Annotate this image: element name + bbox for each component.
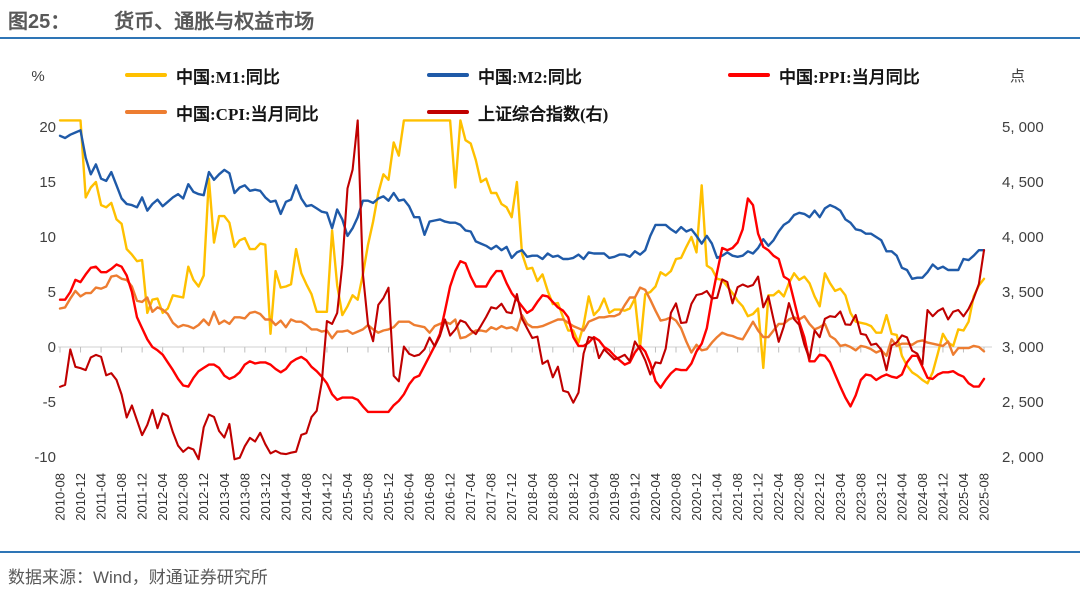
legend-swatch-m2-icon [427,73,469,77]
x-tick-label: 2012-12 [196,473,211,521]
x-tick-label: 2022-04 [771,473,786,521]
y-right-tick-label: 2, 000 [1002,449,1044,466]
source-note: 数据来源：Wind，财通证券研究所 [8,568,268,587]
series-line-0 [58,119,986,385]
x-tick-label: 2013-04 [217,473,232,521]
x-tick-label: 2021-08 [730,473,745,521]
y-left-tick-label: 5 [48,284,56,301]
x-tick-label: 2019-12 [627,473,642,521]
legend-label-ppi: 中国:PPI:当月同比 [779,67,920,87]
x-tick-label: 2017-08 [484,473,499,521]
legend-label-cpi: 中国:CPI:当月同比 [176,104,319,124]
y-left-tick-label: -5 [43,394,56,411]
x-tick-label: 2025-08 [977,473,992,521]
legend-label-m2: 中国:M2:同比 [478,67,582,87]
legend-label-m1: 中国:M1:同比 [176,67,280,87]
x-tick-label: 2020-12 [689,473,704,521]
x-tick-label: 2021-12 [751,473,766,521]
x-tick-label: 2020-08 [669,473,684,521]
y-left-tick-label: 10 [39,229,56,246]
x-tick-label: 2010-08 [53,473,68,521]
y-right-axis-unit: 点 [1010,68,1025,85]
x-tick-label: 2016-08 [422,473,437,521]
series-line-2 [58,197,986,414]
legend-item-m2: 中国:M2:同比 [427,64,582,87]
figure-title-row: 图25： 货币、通胀与权益市场 [8,5,314,34]
legend-label-sse: 上证综合指数(右) [478,104,609,124]
y-left-tick-label: 20 [39,119,56,136]
x-tick-label: 2023-12 [874,473,889,521]
y-right-tick-label: 5, 000 [1002,119,1044,136]
x-tick-label: 2013-08 [237,473,252,521]
y-right-tick-label: 4, 000 [1002,229,1044,246]
x-tick-label: 2012-04 [155,473,170,521]
y-left-tick-label: 15 [39,174,56,191]
x-tick-label: 2022-12 [812,473,827,521]
series-line-4 [58,119,986,461]
legend-item-sse: 上证综合指数(右) [427,101,609,124]
x-tick-label: 2016-12 [443,473,458,521]
x-tick-label: 2019-08 [607,473,622,521]
y-left-tick-label: -10 [34,449,56,466]
x-tick-label: 2018-04 [525,473,540,521]
x-tick-label: 2025-04 [956,473,971,521]
x-tick-label: 2017-04 [463,473,478,521]
y-right-tick-label: 3, 000 [1002,339,1044,356]
x-tick-label: 2012-08 [176,473,191,521]
x-tick-label: 2024-12 [935,473,950,521]
x-tick-label: 2017-12 [504,473,519,521]
legend-item-cpi: 中国:CPI:当月同比 [125,101,319,124]
x-tick-label: 2015-04 [340,473,355,521]
series-line-1 [58,129,986,280]
x-tick-label: 2023-08 [853,473,868,521]
legend-swatch-m1-icon [125,73,167,77]
x-tick-label: 2015-08 [361,473,376,521]
x-tick-label: 2014-12 [319,473,334,521]
y-right-tick-label: 4, 500 [1002,174,1044,191]
x-tick-label: 2011-12 [135,473,150,520]
page-title: 货币、通胀与权益市场 [114,11,315,33]
x-tick-label: 2016-04 [402,473,417,521]
x-tick-label: 2024-04 [894,473,909,521]
x-tick-label: 2010-12 [73,473,88,521]
x-tick-label: 2015-12 [381,473,396,521]
title-divider [0,37,1080,39]
x-tick-label: 2020-04 [648,473,663,521]
y-left-tick-label: 0 [48,339,56,356]
legend-swatch-sse-icon [427,110,469,114]
legend-item-ppi: 中国:PPI:当月同比 [728,64,920,87]
x-tick-label: 2021-04 [710,473,725,521]
x-tick-label: 2014-08 [299,473,314,521]
legend-swatch-cpi-icon [125,110,167,114]
y-right-tick-label: 3, 500 [1002,284,1044,301]
y-right-tick-label: 2, 500 [1002,394,1044,411]
x-tick-label: 2011-08 [114,473,129,520]
legend-swatch-ppi-icon [728,73,770,77]
x-tick-label: 2024-08 [915,473,930,521]
y-left-axis-unit: % [31,68,44,85]
x-tick-label: 2011-04 [94,473,109,520]
figure-label: 图25： [8,11,71,33]
x-tick-label: 2022-08 [792,473,807,521]
x-tick-label: 2018-08 [545,473,560,521]
legend-item-m1: 中国:M1:同比 [125,64,280,87]
x-tick-label: 2023-04 [833,473,848,521]
x-tick-label: 2014-04 [278,473,293,521]
x-tick-label: 2013-12 [258,473,273,521]
x-tick-label: 2019-04 [586,473,601,521]
x-tick-label: 2018-12 [566,473,581,521]
footer-divider [0,551,1080,553]
